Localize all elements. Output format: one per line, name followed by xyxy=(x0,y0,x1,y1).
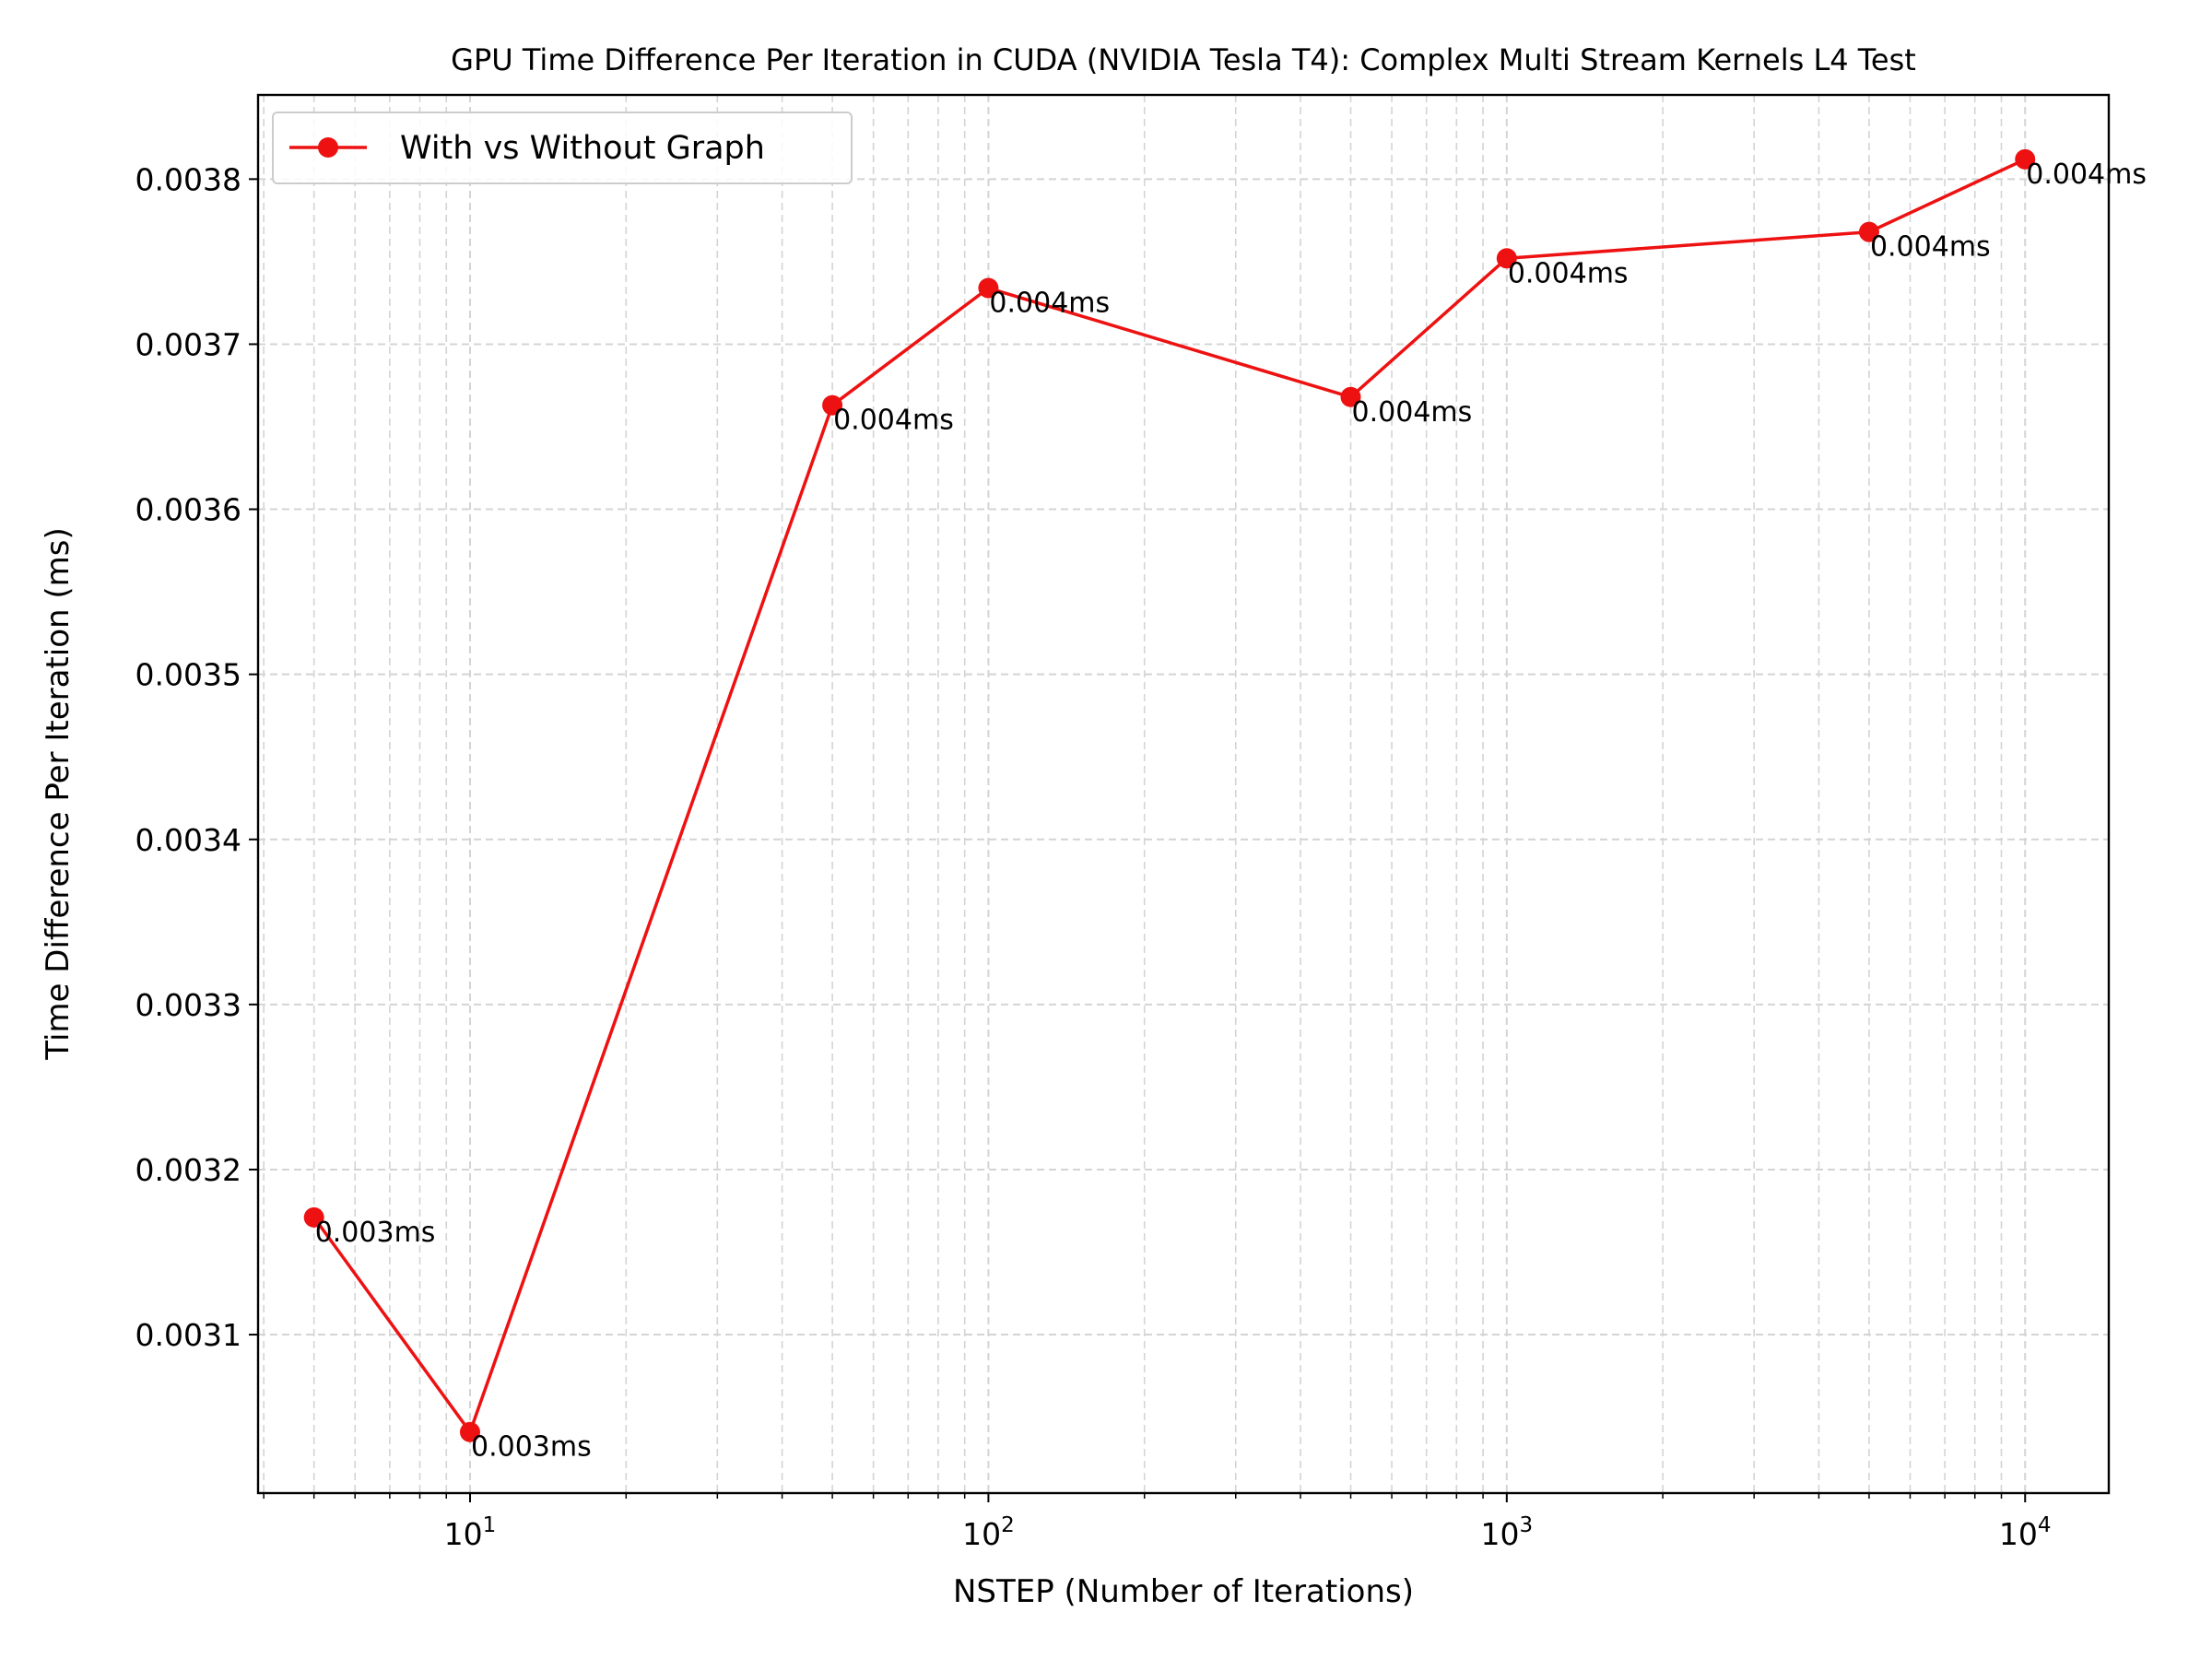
data-point-label: 0.003ms xyxy=(471,1431,592,1464)
y-tick-label: 0.0037 xyxy=(135,326,241,362)
y-tick-label: 0.0036 xyxy=(135,492,241,528)
y-tick-label: 0.0038 xyxy=(135,161,241,197)
legend: With vs Without Graph xyxy=(272,112,853,184)
data-point xyxy=(822,394,843,416)
data-point-label: 0.003ms xyxy=(315,1217,436,1249)
x-axis-label: NSTEP (Number of Iterations) xyxy=(953,1573,1414,1610)
data-point xyxy=(303,1206,324,1228)
x-tick-label: 101 xyxy=(444,1513,497,1552)
x-tick-label: 104 xyxy=(1999,1513,2052,1552)
data-point xyxy=(978,277,999,299)
legend-marker-swatch xyxy=(318,137,338,158)
data-point xyxy=(1496,248,1517,269)
y-tick-label: 0.0035 xyxy=(135,657,241,693)
y-tick-label: 0.0034 xyxy=(135,822,241,858)
series-line xyxy=(312,158,2026,1434)
y-tick-label: 0.0032 xyxy=(135,1152,241,1188)
legend-entry-label: With vs Without Graph xyxy=(400,130,765,167)
y-tick-label: 0.0031 xyxy=(135,1317,241,1353)
data-point-label: 0.004ms xyxy=(1508,257,1629,289)
data-point-label: 0.004ms xyxy=(989,288,1110,320)
data-point-label: 0.004ms xyxy=(833,405,954,437)
data-point-label: 0.004ms xyxy=(1352,396,1473,429)
x-tick-label: 103 xyxy=(1481,1513,1534,1552)
data-point-label: 0.004ms xyxy=(1870,231,1991,264)
grid-lines xyxy=(258,95,2109,1493)
data-point xyxy=(459,1421,480,1442)
y-tick-label: 0.0033 xyxy=(135,987,241,1023)
data-point-label: 0.004ms xyxy=(2026,159,2147,191)
legend-box xyxy=(272,112,853,184)
data-point xyxy=(1858,221,1879,242)
data-point xyxy=(1340,386,1361,407)
x-tick-label: 102 xyxy=(962,1513,1015,1552)
y-axis-label: Time Difference Per Iteration (ms) xyxy=(40,527,76,1061)
plot-frame xyxy=(256,93,2111,1495)
data-series: 0.003ms 0.003ms 0.004ms 0.004ms 0.004ms 0.004… xyxy=(303,148,2147,1464)
axis-ticks: 0.0031 0.0032 0.0033 0.0034 0.0035 0.0036 0.00… xyxy=(135,161,2052,1552)
chart-title: GPU Time Difference Per Iteration in CUD… xyxy=(451,42,1916,77)
data-point xyxy=(2015,148,2036,170)
